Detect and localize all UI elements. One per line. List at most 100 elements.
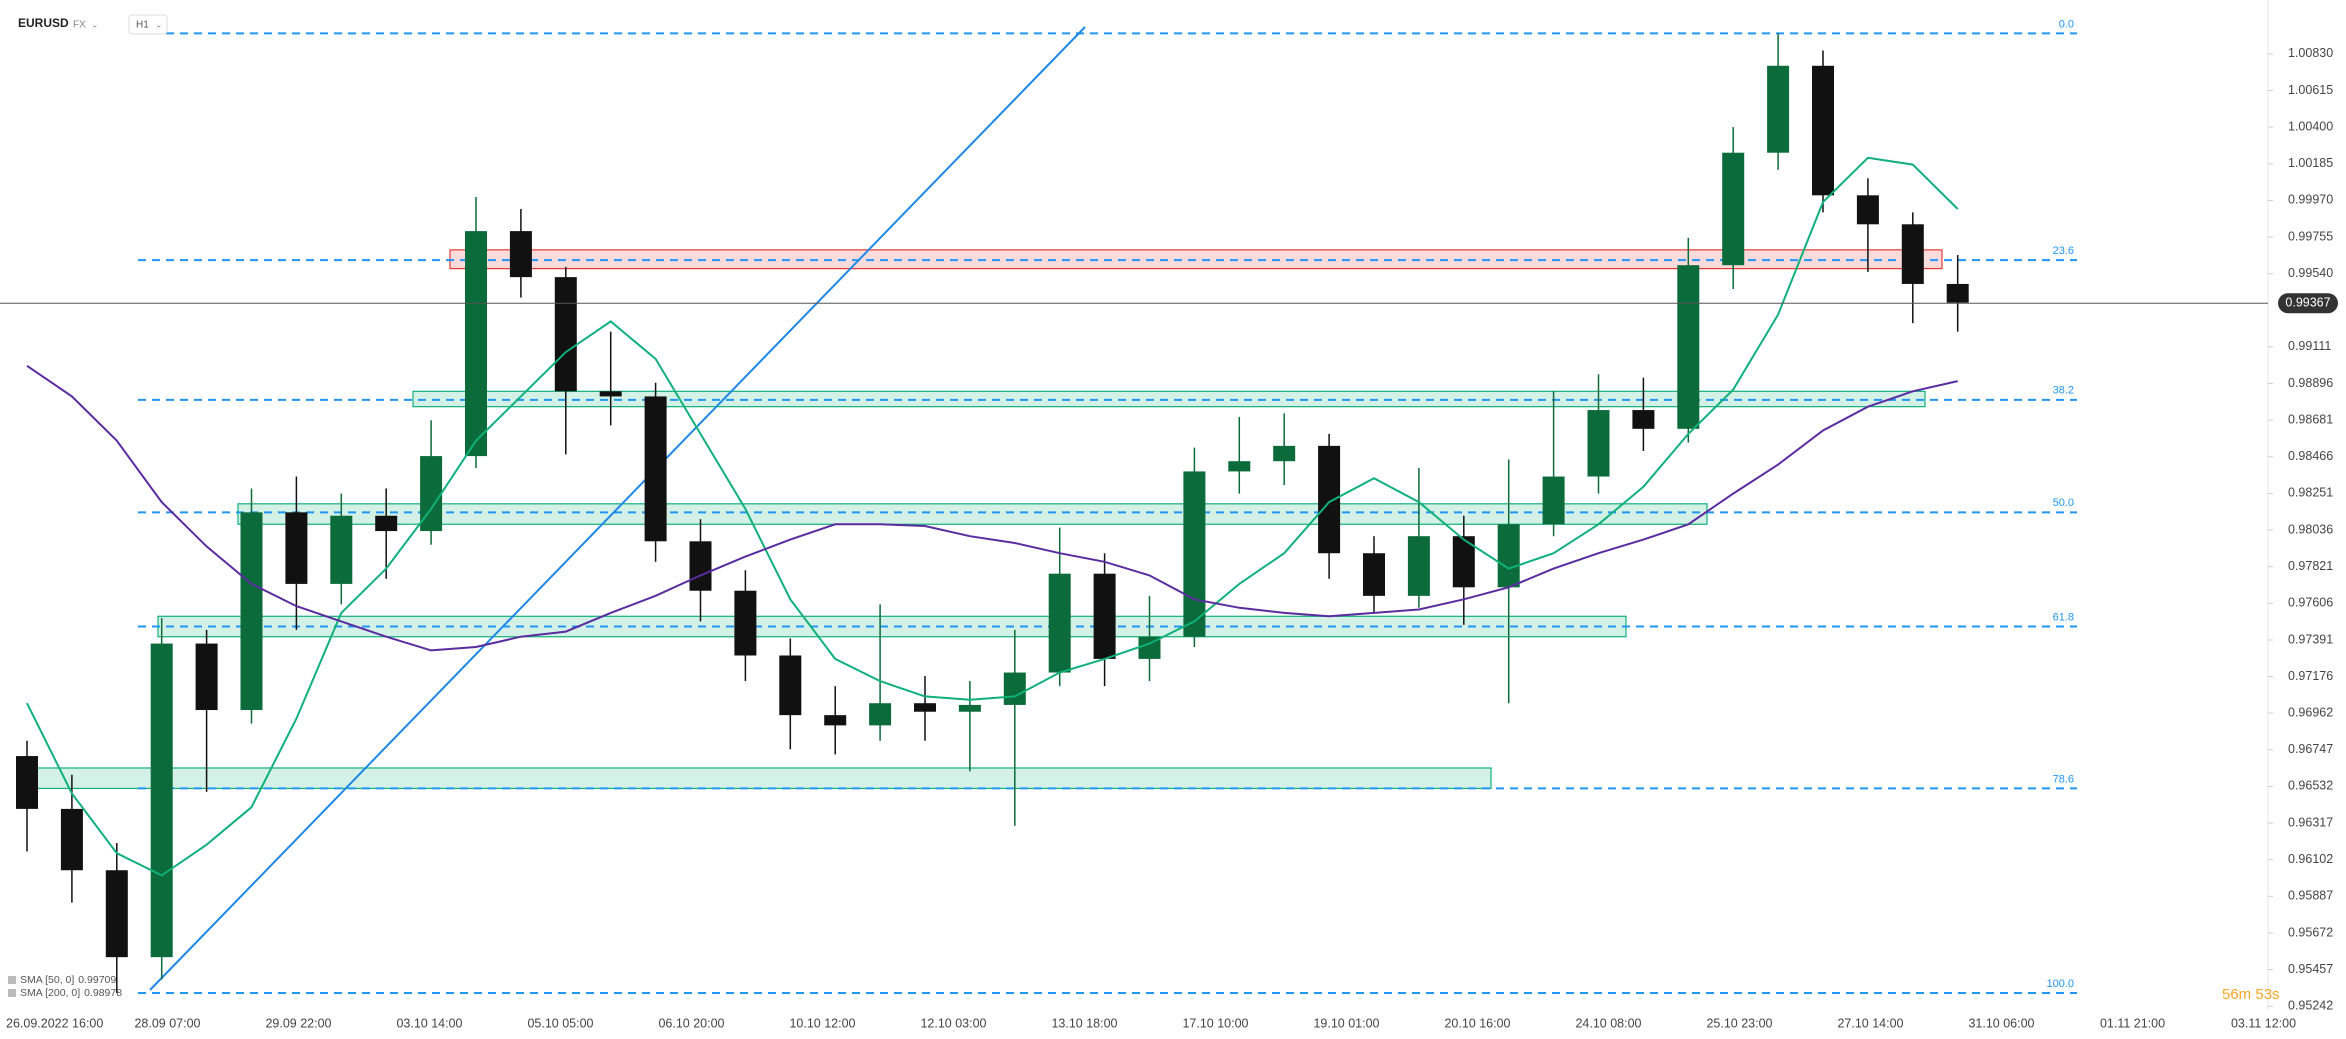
- x-tick-label: 05.10 05:00: [527, 1016, 593, 1030]
- y-tick-label: 0.99970: [2288, 193, 2333, 207]
- fib-label: 0.0: [2059, 18, 2074, 30]
- candle-body: [869, 703, 892, 726]
- candle-body: [914, 703, 936, 712]
- legend-icon: [8, 989, 16, 997]
- x-tick-label: 25.10 23:00: [1706, 1016, 1772, 1030]
- candle-body: [1587, 410, 1610, 477]
- candle-body: [420, 456, 443, 532]
- candle-body: [195, 643, 218, 711]
- candle-body: [1901, 224, 1924, 284]
- y-tick-label: 0.99540: [2288, 266, 2333, 280]
- timeframe-box[interactable]: [128, 14, 168, 35]
- candle-body: [824, 715, 847, 726]
- legend-value: 0.98978: [84, 987, 122, 999]
- y-tick-label: 0.98896: [2288, 376, 2333, 390]
- y-tick-label: 0.96102: [2288, 852, 2333, 866]
- y-tick-label: 1.00830: [2288, 46, 2333, 60]
- y-tick-label: 0.98466: [2288, 449, 2333, 463]
- candle-body: [1946, 283, 1969, 303]
- symbol[interactable]: EURUSD: [18, 16, 69, 30]
- candle-body: [734, 590, 757, 656]
- y-tick-label: 1.00400: [2288, 119, 2333, 133]
- y-tick-label: 0.99755: [2288, 229, 2333, 243]
- candle-body: [105, 870, 128, 958]
- candle-body: [1542, 476, 1565, 525]
- y-tick-label: 1.00185: [2288, 156, 2333, 170]
- x-tick-label: 10.10 12:00: [789, 1016, 855, 1030]
- x-tick-label: 24.10 08:00: [1575, 1016, 1641, 1030]
- candle-body: [509, 231, 532, 278]
- x-tick-label: 03.11 12:00: [2231, 1016, 2296, 1030]
- candle-body: [285, 512, 308, 584]
- candle-body: [330, 515, 353, 584]
- candle-body: [1497, 524, 1520, 588]
- market: FX: [73, 20, 86, 31]
- candle-body: [1677, 265, 1700, 429]
- y-tick-label: 0.98681: [2288, 412, 2333, 426]
- y-tick-label: 0.95672: [2288, 925, 2333, 939]
- candle-body: [689, 541, 712, 591]
- candle-body: [1183, 471, 1206, 637]
- y-tick-label: 0.97606: [2288, 596, 2333, 610]
- x-tick-label: 13.10 18:00: [1051, 1016, 1117, 1030]
- y-tick-label: 0.98251: [2288, 486, 2333, 500]
- y-tick-label: 0.97176: [2288, 669, 2333, 683]
- candle-body: [1048, 573, 1071, 673]
- fib-label: 38.2: [2053, 385, 2074, 397]
- fib-label: 23.6: [2053, 245, 2074, 257]
- zones: [21, 249, 1943, 790]
- x-tick-label: 27.10 14:00: [1837, 1016, 1903, 1030]
- candle-body: [1318, 445, 1341, 554]
- timeframe[interactable]: H1: [136, 20, 149, 31]
- candle-body: [1856, 195, 1879, 225]
- fib-label: 100.0: [2046, 978, 2074, 990]
- zone: [237, 503, 1708, 525]
- candle-body: [1632, 410, 1655, 429]
- sma-line: [26, 156, 1959, 877]
- symbol-dropdown[interactable]: ⌄: [91, 19, 99, 29]
- candle-body: [599, 391, 622, 397]
- y-tick-label: 0.96747: [2288, 742, 2333, 756]
- y-tick-label: 0.99111: [2288, 339, 2331, 353]
- x-tick-label: 06.10 20:00: [658, 1016, 724, 1030]
- legend-name: SMA [50, 0]: [20, 974, 74, 986]
- y-tick-label: 0.95242: [2288, 999, 2333, 1013]
- candle-body: [1722, 152, 1745, 266]
- fib-label: 50.0: [2053, 497, 2074, 509]
- fib-label: 78.6: [2053, 773, 2074, 785]
- x-tick-label: 29.09 22:00: [265, 1016, 331, 1030]
- candle-body: [779, 655, 802, 716]
- y-tick-label: 0.95887: [2288, 889, 2333, 903]
- candle-body: [1452, 536, 1475, 588]
- moving-averages: [26, 156, 1959, 877]
- legend-value: 0.99709: [78, 974, 116, 986]
- candle-body: [1363, 553, 1385, 596]
- current-price-box: [2278, 293, 2338, 314]
- candle-body: [1138, 636, 1161, 659]
- candle-body: [1407, 536, 1430, 596]
- y-tick-label: 0.97821: [2288, 559, 2333, 573]
- x-tick-label: 31.10 06:00: [1968, 1016, 2034, 1030]
- candle-body: [16, 756, 38, 809]
- y-tick-label: 0.95457: [2288, 962, 2333, 976]
- legend-entry: SMA [50, 0] 0.99709: [20, 974, 116, 986]
- x-tick-label: 03.10 14:00: [396, 1016, 462, 1030]
- x-tick-label: 12.10 03:00: [920, 1016, 986, 1030]
- sma-line: [26, 364, 1958, 652]
- candle-body: [1228, 461, 1251, 472]
- x-tick-label: 20.10 16:00: [1444, 1016, 1510, 1030]
- candle-body: [465, 231, 487, 457]
- candle-body: [240, 512, 263, 711]
- candle-body: [1003, 672, 1026, 705]
- legend-icon: [8, 976, 16, 984]
- candle-body: [1767, 65, 1790, 153]
- trend-line: [149, 26, 1086, 991]
- x-tick-label: 28.09 07:00: [134, 1016, 200, 1030]
- candle-body: [375, 515, 398, 532]
- candle-body: [1812, 65, 1834, 196]
- candle-body: [150, 643, 173, 958]
- legend-name: SMA [200, 0]: [20, 987, 80, 999]
- timeframe-dropdown[interactable]: ⌄: [155, 19, 163, 29]
